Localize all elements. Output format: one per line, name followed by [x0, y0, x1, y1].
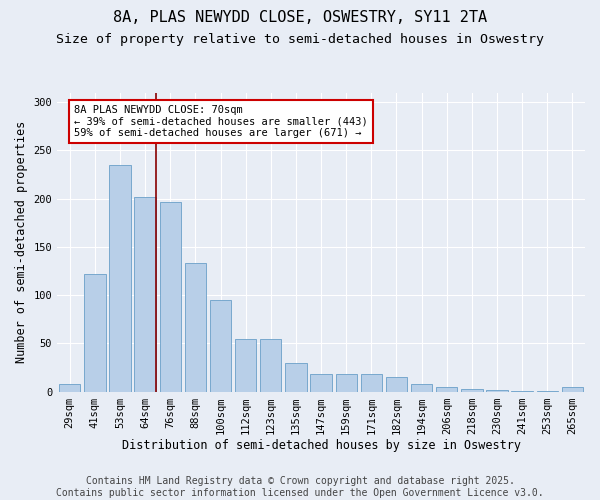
X-axis label: Distribution of semi-detached houses by size in Oswestry: Distribution of semi-detached houses by …	[122, 440, 521, 452]
Bar	[461, 388, 482, 392]
Bar	[562, 387, 583, 392]
Bar	[310, 374, 332, 392]
Bar	[160, 202, 181, 392]
Bar	[411, 384, 433, 392]
Text: 8A PLAS NEWYDD CLOSE: 70sqm
← 39% of semi-detached houses are smaller (443)
59% : 8A PLAS NEWYDD CLOSE: 70sqm ← 39% of sem…	[74, 105, 368, 138]
Text: Size of property relative to semi-detached houses in Oswestry: Size of property relative to semi-detach…	[56, 32, 544, 46]
Bar	[185, 264, 206, 392]
Bar	[335, 374, 357, 392]
Bar	[59, 384, 80, 392]
Bar	[511, 390, 533, 392]
Y-axis label: Number of semi-detached properties: Number of semi-detached properties	[15, 121, 28, 363]
Bar	[536, 390, 558, 392]
Bar	[210, 300, 231, 392]
Bar	[487, 390, 508, 392]
Bar	[361, 374, 382, 392]
Bar	[235, 338, 256, 392]
Bar	[84, 274, 106, 392]
Text: 8A, PLAS NEWYDD CLOSE, OSWESTRY, SY11 2TA: 8A, PLAS NEWYDD CLOSE, OSWESTRY, SY11 2T…	[113, 10, 487, 25]
Bar	[260, 338, 281, 392]
Bar	[386, 377, 407, 392]
Text: Contains HM Land Registry data © Crown copyright and database right 2025.
Contai: Contains HM Land Registry data © Crown c…	[56, 476, 544, 498]
Bar	[285, 362, 307, 392]
Bar	[436, 387, 457, 392]
Bar	[134, 196, 156, 392]
Bar	[109, 165, 131, 392]
